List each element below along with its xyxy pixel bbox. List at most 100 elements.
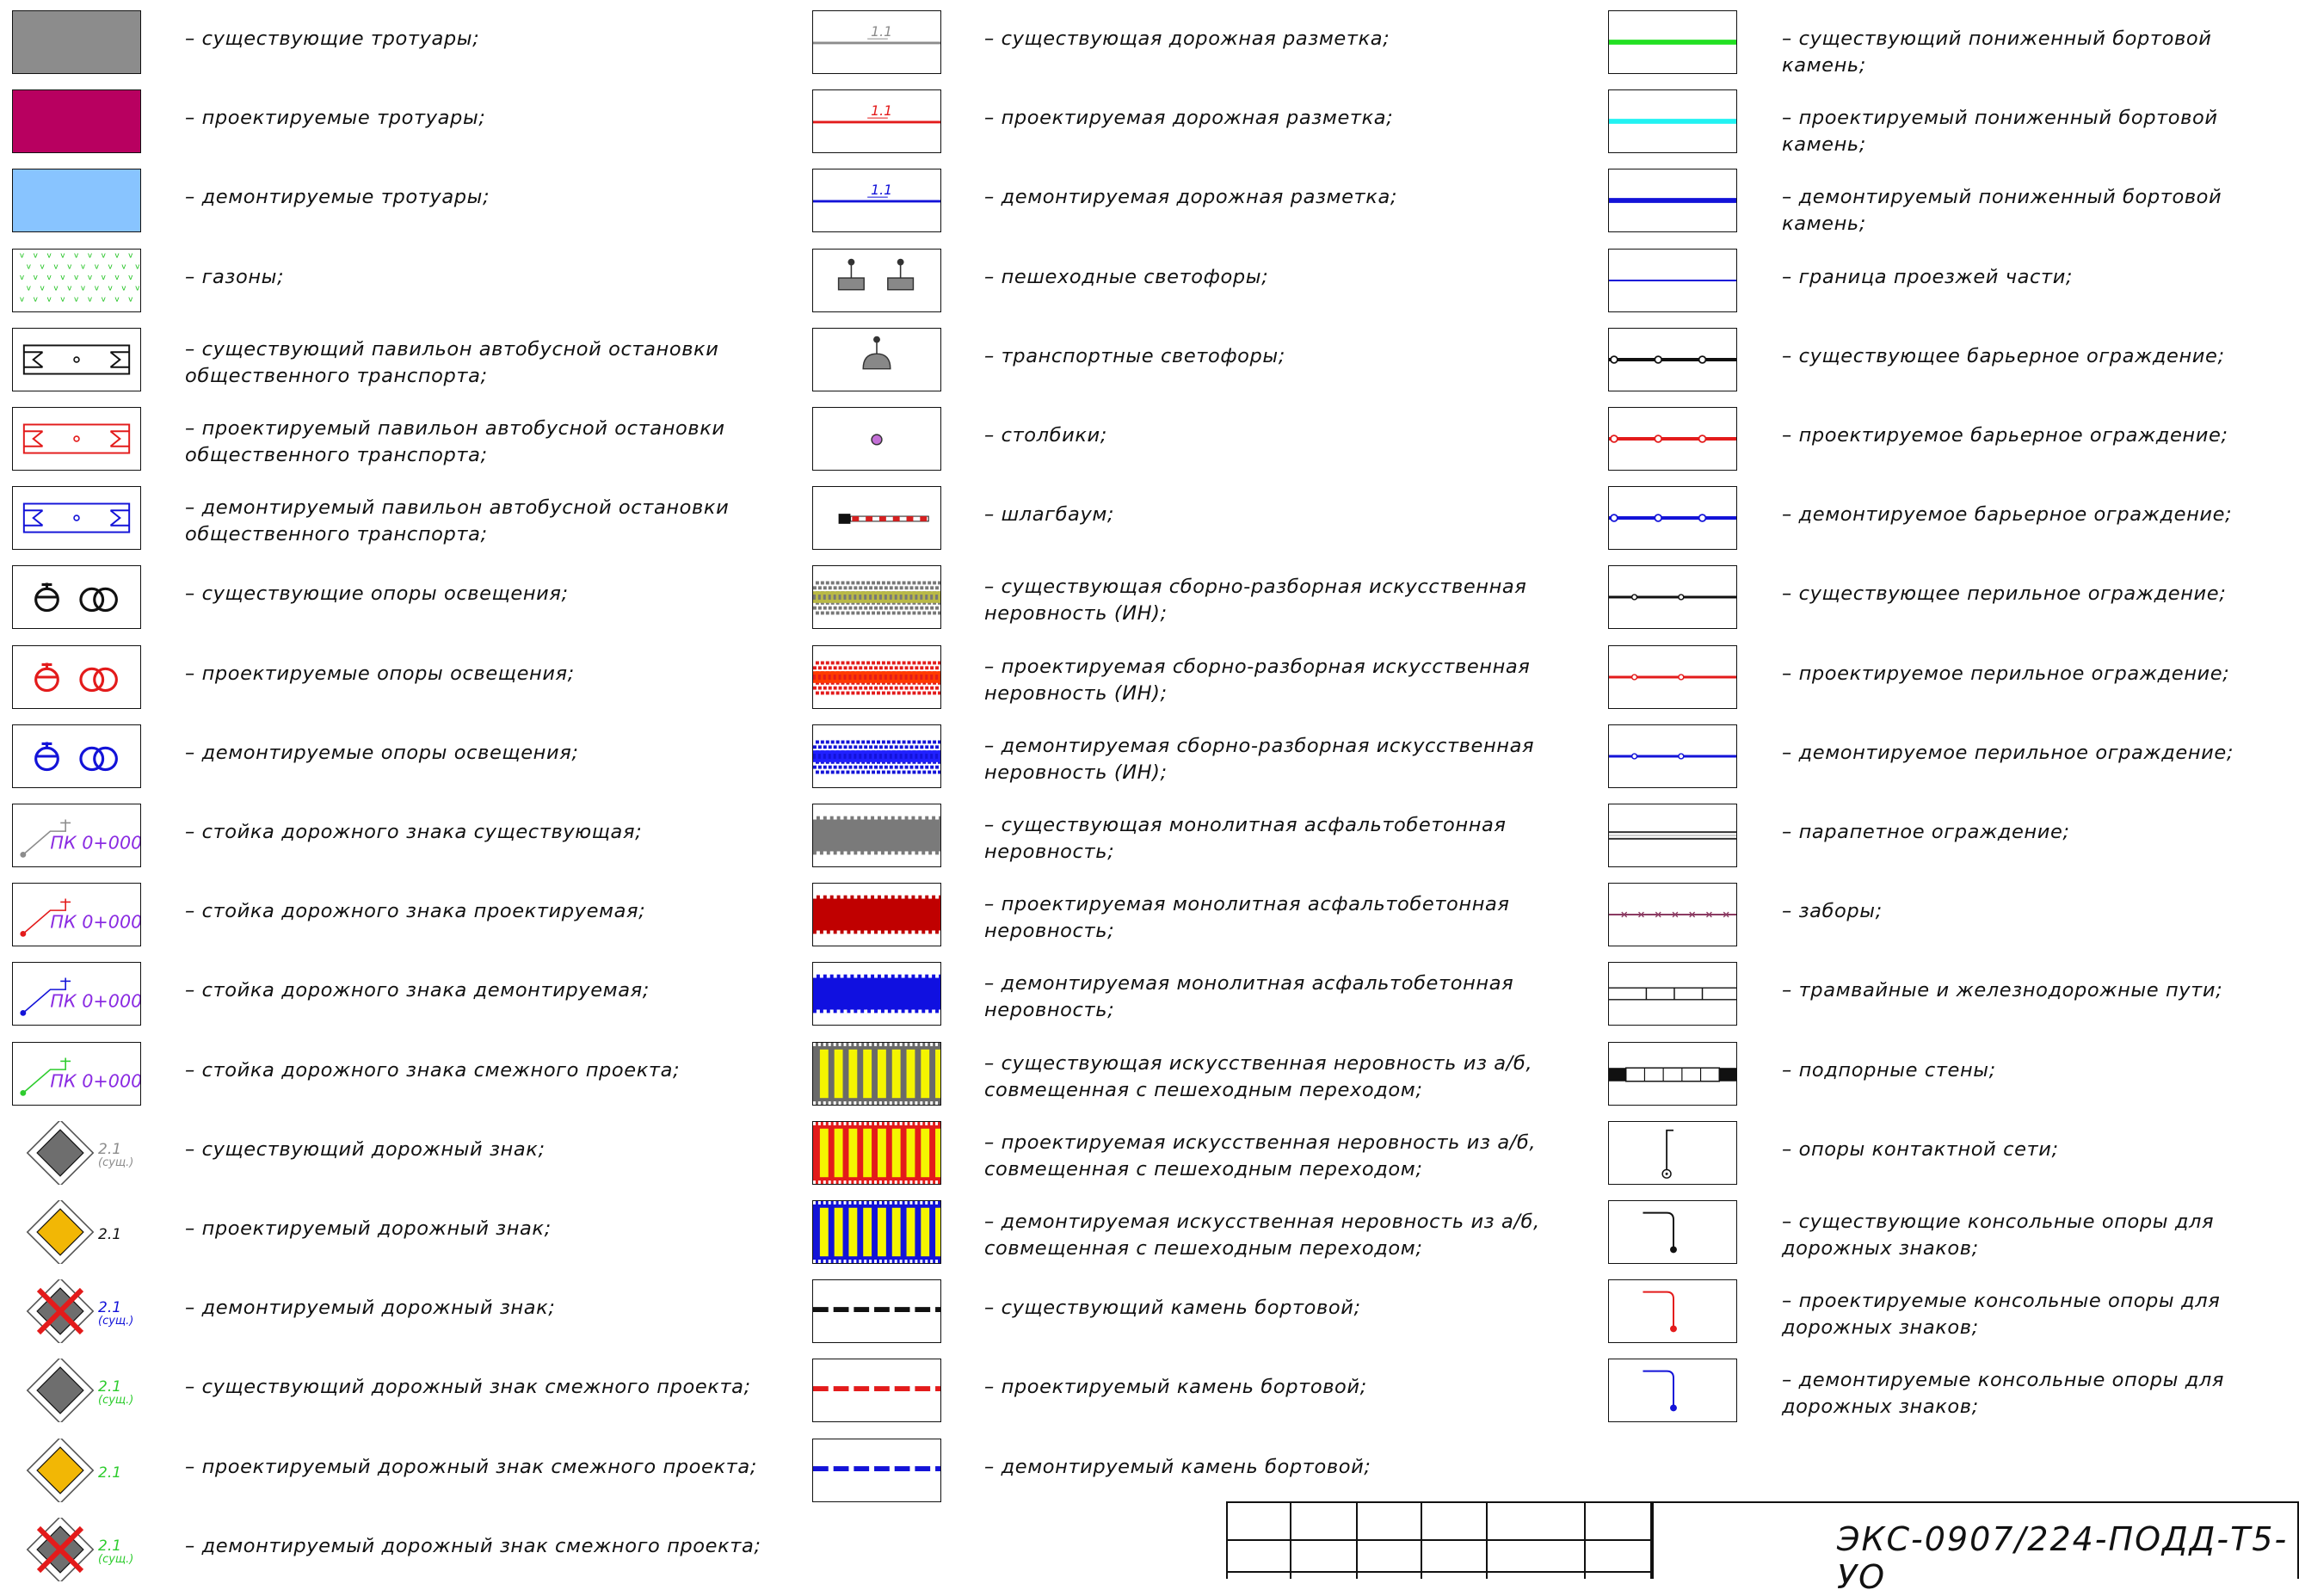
barrier-gate-description: – шлагбаум; (984, 503, 1115, 527)
marking-existing-description: – существующая дорожная разметка; (984, 28, 1390, 50)
legend-row-sidewalk-existing: – существующие тротуары; (0, 0, 809, 79)
svg-text:v: v (34, 251, 38, 260)
sign-post-removed-symbol: ПК 0+000 (12, 962, 141, 1026)
svg-text:v: v (135, 284, 139, 293)
svg-text:v: v (34, 295, 38, 304)
legend-row-road-sign-existing: 2.1 (сущ.) – существующий дорожный знак; (0, 1111, 809, 1190)
svg-text:v: v (53, 262, 58, 271)
svg-text:v: v (88, 274, 92, 282)
railing-existing-symbol (1608, 565, 1737, 630)
svg-text:v: v (74, 295, 78, 304)
sidewalk-existing-symbol (12, 10, 141, 74)
legend-row-sidewalk-planned: – проектируемые тротуары; (0, 79, 809, 158)
road-sign-adjacent-existing-symbol: 2.1 (сущ.) (12, 1359, 141, 1423)
bump-modular-planned-description: – проектируемая сборно-разборная искусст… (984, 655, 1531, 705)
parapet-symbol (1608, 804, 1737, 867)
legend-row-sign-post-adjacent: ПК 0+000 – стойка дорожного знака смежног… (0, 1032, 809, 1111)
legend-row-bus-pavilion-removed: – демонтируемый павильон автобусной оста… (0, 476, 809, 555)
road-sign-adjacent-removed-symbol: 2.1 (сущ.) (12, 1517, 141, 1581)
svg-text:2.1: 2.1 (98, 1299, 121, 1316)
legend-row-bump-asphalt-planned: – проектируемая монолитная асфальтобетон… (800, 872, 1575, 952)
fences-description: – заборы; (1782, 900, 1883, 923)
catenary-poles-symbol (1608, 1120, 1737, 1185)
legend-row-road-sign-adjacent-removed: 2.1 (сущ.) – демонтируемый дорожный знак с… (0, 1507, 809, 1587)
legend-row-retaining-walls: – подпорные стены; (1596, 1032, 2299, 1111)
legend-row-marking-removed: 1.1 – демонтируемая дорожная разметка; (800, 158, 1575, 237)
legend-row-barrier-gate: – шлагбаум; (800, 476, 1575, 555)
legend-row-traffic-lights: – транспортные светофоры; (800, 317, 1575, 397)
railing-planned-description: – проектируемое перильное ограждение; (1782, 662, 2230, 685)
road-sign-adjacent-removed-description: – демонтируемый дорожный знак смежного п… (185, 1534, 761, 1557)
legend-row-bollards: – столбики; (800, 397, 1575, 476)
legend-row-raised-crossing-planned: – проектируемая искусственная неровность… (800, 1111, 1575, 1190)
curb-removed-symbol (812, 1438, 941, 1502)
raised-crossing-removed-symbol (812, 1200, 941, 1264)
legend-row-bus-pavilion-existing: – существующий павильон автобусной остан… (0, 317, 809, 397)
svg-text:v: v (114, 251, 119, 260)
road-sign-adjacent-existing-description: – существующий дорожный знак смежного пр… (185, 1376, 751, 1399)
title-block: ЭКС-0907/224-ПОДД-Т5-УО (1226, 1501, 2299, 1596)
svg-text:v: v (20, 295, 24, 304)
sign-post-adjacent-description: – стойка дорожного знака смежного проект… (185, 1058, 681, 1081)
low-curb-existing-symbol (1608, 10, 1737, 74)
bump-asphalt-removed-symbol (812, 962, 941, 1026)
light-pole-planned-symbol (12, 644, 141, 709)
traffic-lights-description: – транспортные светофоры; (984, 344, 1285, 367)
parapet-description: – парапетное ограждение; (1782, 821, 2070, 843)
sidewalk-existing-description: – существующие тротуары; (185, 28, 480, 50)
low-curb-planned-symbol (1608, 89, 1737, 154)
road-sign-adjacent-planned-description: – проектируемый дорожный знак смежного п… (185, 1455, 757, 1478)
road-sign-existing-description: – существующий дорожный знак; (185, 1137, 545, 1161)
svg-text:v: v (60, 274, 65, 282)
legend-row-bump-asphalt-removed: – демонтируемая монолитная асфальтобетон… (800, 952, 1575, 1031)
marking-planned-symbol: 1.1 (812, 89, 941, 154)
svg-text:v: v (102, 251, 106, 260)
svg-text:v: v (20, 251, 24, 260)
svg-text:(сущ.): (сущ.) (98, 1315, 133, 1328)
legend-row-raised-crossing-removed: – демонтируемая искусственная неровность… (800, 1190, 1575, 1269)
svg-text:v: v (74, 274, 78, 282)
bump-asphalt-planned-symbol (812, 883, 941, 947)
svg-text:2.1: 2.1 (98, 1141, 121, 1158)
document-code: ЭКС-0907/224-ПОДД-Т5-УО (1837, 1520, 2289, 1596)
bus-pavilion-removed-description: – демонтируемый павильон автобусной оста… (185, 496, 730, 546)
legend-row-light-pole-removed: – демонтируемые опоры освещения; (0, 714, 809, 793)
light-pole-planned-description: – проектируемые опоры освещения; (185, 662, 575, 685)
svg-text:v: v (128, 295, 133, 304)
sign-post-existing-description: – стойка дорожного знака существующая; (185, 821, 643, 843)
retaining-walls-description: – подпорные стены; (1782, 1058, 1996, 1081)
svg-text:(сущ.): (сущ.) (98, 1156, 133, 1169)
svg-text:v: v (128, 274, 133, 282)
barrier-fence-existing-description: – существующее барьерное ограждение; (1782, 344, 2225, 367)
picket-label-sign-post-removed: ПК 0+000 (50, 991, 140, 1012)
legend-row-light-pole-existing: – существующие опоры освещения; (0, 555, 809, 634)
barrier-fence-removed-symbol (1608, 486, 1737, 551)
svg-text:v: v (88, 295, 92, 304)
legend-row-bump-modular-existing: – существующая сборно-разборная искусств… (800, 555, 1575, 634)
legend-row-low-curb-planned: – проектируемый пониженный бортовой каме… (1596, 79, 2299, 158)
legend-row-sign-post-planned: ПК 0+000 – стойка дорожного знака проекти… (0, 872, 809, 952)
traffic-lights-symbol (812, 327, 941, 391)
bump-asphalt-removed-description: – демонтируемая монолитная асфальтобетон… (984, 972, 1514, 1022)
sign-post-planned-symbol: ПК 0+000 (12, 883, 141, 947)
road-sign-existing-symbol: 2.1 (сущ.) (12, 1120, 141, 1185)
svg-text:v: v (121, 262, 126, 271)
legend-row-cantilever-planned: – проектируемые консольные опоры для дор… (1596, 1269, 2299, 1348)
curb-existing-description: – существующий камень бортовой; (984, 1297, 1361, 1320)
bollards-description: – столбики; (984, 424, 1107, 447)
svg-text:v: v (95, 262, 99, 271)
low-curb-removed-description: – демонтируемый пониженный бортовой каме… (1782, 186, 2222, 236)
svg-text:v: v (114, 295, 119, 304)
legend-row-low-curb-removed: – демонтируемый пониженный бортовой каме… (1596, 158, 2299, 237)
bump-modular-existing-symbol (812, 565, 941, 630)
svg-text:v: v (95, 284, 99, 293)
bump-modular-removed-symbol (812, 724, 941, 788)
svg-text:v: v (128, 251, 133, 260)
ped-lights-description: – пешеходные светофоры; (984, 265, 1269, 288)
svg-text:v: v (40, 262, 45, 271)
legend-row-catenary-poles: – опоры контактной сети; (1596, 1111, 2299, 1190)
cantilever-removed-description: – демонтируемые консольные опоры для дор… (1782, 1369, 2224, 1419)
legend-row-curb-planned: – проектируемый камень бортовой; (800, 1348, 1575, 1427)
light-pole-removed-symbol (12, 724, 141, 788)
